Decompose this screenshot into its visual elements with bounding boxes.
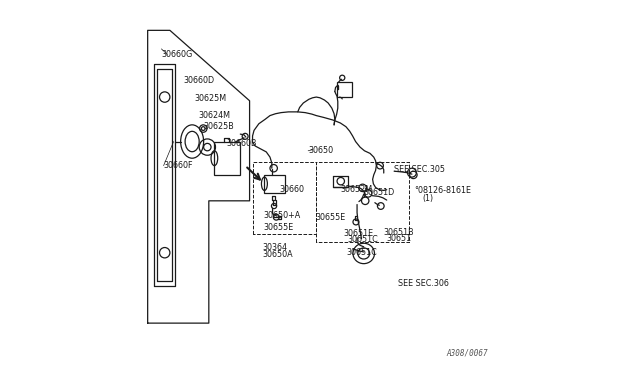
Text: 30625M: 30625M [195,94,227,103]
Text: 30650: 30650 [308,146,333,155]
Bar [214,141,240,175]
Text: 30655E: 30655E [263,223,293,232]
Text: A308/0067: A308/0067 [446,348,488,357]
Text: SEE SEC.305: SEE SEC.305 [394,165,445,174]
Text: 30660F: 30660F [164,161,193,170]
Text: 30650+A: 30650+A [264,211,301,220]
Text: 30651E: 30651E [343,228,373,238]
Bar [264,175,285,193]
Text: 30652M: 30652M [340,185,372,194]
Text: 30655E: 30655E [315,213,346,222]
Bar [337,82,351,97]
Text: 30650A: 30650A [262,250,293,259]
Text: (1): (1) [422,194,433,203]
Text: 30624M: 30624M [198,111,230,120]
Text: 30625B: 30625B [204,122,234,131]
Text: 30651B: 30651B [384,228,414,237]
Text: 30660: 30660 [279,185,304,194]
Text: 30651D: 30651D [364,188,395,197]
Text: °08126-8161E: °08126-8161E [415,186,472,195]
Text: SEE SEC.306: SEE SEC.306 [398,279,449,288]
Text: 30660B: 30660B [227,139,257,148]
Text: 30364: 30364 [262,243,287,251]
Text: 30660G: 30660G [161,50,193,59]
Text: 30660D: 30660D [184,76,215,85]
Text: 30651: 30651 [387,234,412,243]
Text: 30651C: 30651C [347,235,378,244]
Text: 30651C: 30651C [346,248,377,257]
